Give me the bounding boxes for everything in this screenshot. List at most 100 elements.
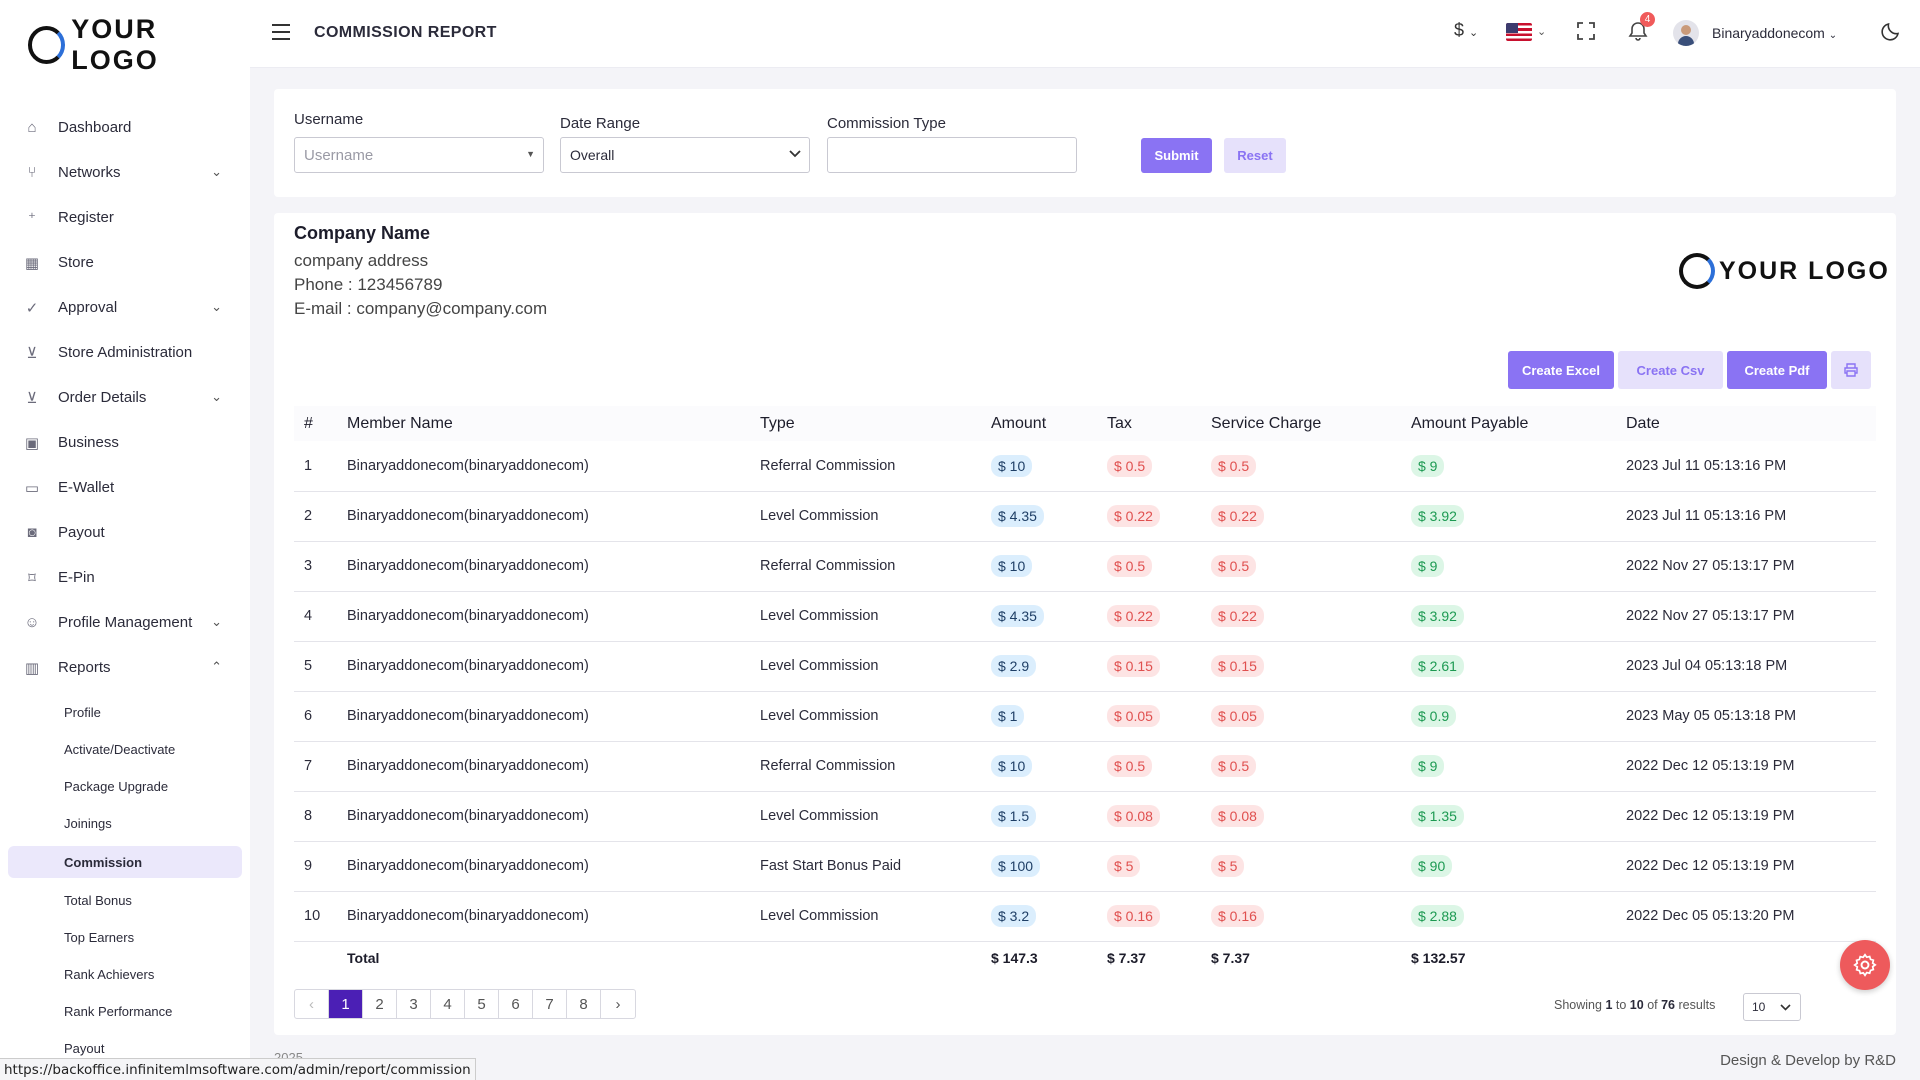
- submenu-item-package-upgrade[interactable]: Package Upgrade: [64, 779, 169, 794]
- print-button[interactable]: [1831, 351, 1871, 389]
- fullscreen-icon[interactable]: [1577, 22, 1595, 40]
- service-charge: $ 0.15: [1201, 641, 1401, 692]
- sidebar-item-register[interactable]: ⁺ Register: [0, 195, 250, 240]
- sidebar-item-store[interactable]: ▦ Store: [0, 240, 250, 285]
- tax: $ 0.16: [1097, 891, 1201, 942]
- submenu-item-rank-achievers[interactable]: Rank Achievers: [64, 967, 155, 982]
- column-header-amount: Amount: [981, 406, 1097, 441]
- sidebar: YOUR LOGO ⌂ Dashboard ⑂ Networks ⌄ ⁺ Register ▦…: [0, 0, 250, 1080]
- submenu-item-rank-performance[interactable]: Rank Performance: [64, 1004, 173, 1019]
- submenu-item-top-earners[interactable]: Top Earners: [64, 930, 135, 945]
- reports-submenu: Profile Activate/Deactivate Package Upgrad…: [0, 690, 250, 1067]
- user-check-icon: ✓: [25, 299, 39, 317]
- date: 2022 Dec 12 05:13:19 PM: [1616, 741, 1876, 792]
- pagination-page-6[interactable]: 6: [499, 990, 533, 1018]
- sidebar-item-profile-management[interactable]: ☺ Profile Management ⌄: [0, 600, 250, 645]
- pagination-page-5[interactable]: 5: [465, 990, 499, 1018]
- pin-icon: ⌑: [28, 569, 36, 587]
- cart-outline-icon: ⊻: [26, 389, 38, 407]
- reset-button[interactable]: Reset: [1224, 138, 1286, 173]
- logo[interactable]: YOUR LOGO: [28, 14, 250, 76]
- service-charge-pill: $ 5: [1211, 855, 1245, 877]
- column-header-index: #: [294, 406, 337, 441]
- table-row: 1 Binaryaddonecom(binaryaddonecom) Referra…: [294, 441, 1876, 492]
- date-range-select[interactable]: Overall: [560, 137, 810, 173]
- create-pdf-button[interactable]: Create Pdf: [1727, 351, 1827, 389]
- sidebar-item-dashboard[interactable]: ⌂ Dashboard: [0, 105, 250, 150]
- submenu-item-joinings[interactable]: Joinings: [64, 816, 112, 831]
- settings-fab-button[interactable]: [1840, 940, 1890, 990]
- total-empty: [750, 941, 981, 975]
- tax-pill: $ 5: [1107, 855, 1141, 877]
- table-row: 6 Binaryaddonecom(binaryaddonecom) Level C…: [294, 691, 1876, 742]
- amount: $ 4.35: [981, 591, 1097, 642]
- company-name: Company Name: [294, 223, 431, 243]
- amount-payable-pill: $ 1.35: [1411, 805, 1464, 827]
- sidebar-item-business[interactable]: ▣ Business: [0, 420, 250, 465]
- us-flag-icon[interactable]: [1506, 23, 1532, 41]
- username-input[interactable]: Username ▼: [294, 137, 544, 173]
- row-index: 7: [294, 741, 337, 792]
- commission-type-label: Commission Type: [827, 115, 946, 132]
- chevron-down-icon: ⌄: [211, 299, 222, 314]
- service-charge-pill: $ 0.15: [1211, 655, 1264, 677]
- submenu-item-total-bonus[interactable]: Total Bonus: [64, 893, 132, 908]
- submenu-item-activate-deactivate[interactable]: Activate/Deactivate: [64, 742, 176, 757]
- submenu-item-commission[interactable]: Commission: [8, 846, 242, 878]
- submenu-item-payout[interactable]: Payout: [64, 1041, 105, 1056]
- pagination-page-1[interactable]: 1: [329, 990, 363, 1018]
- pagination-page-4[interactable]: 4: [431, 990, 465, 1018]
- showing-prefix: Showing: [1554, 998, 1602, 1012]
- service-charge-pill: $ 0.5: [1211, 755, 1257, 777]
- avatar[interactable]: [1673, 20, 1699, 46]
- submenu-item-profile[interactable]: Profile: [64, 705, 101, 720]
- amount-pill: $ 4.35: [991, 505, 1044, 527]
- amount: $ 10: [981, 541, 1097, 592]
- service-charge: $ 5: [1201, 841, 1401, 892]
- total-service-charge: $ 7.37: [1211, 950, 1250, 967]
- amount-payable-pill: $ 90: [1411, 855, 1453, 877]
- create-csv-button[interactable]: Create Csv: [1618, 351, 1723, 389]
- pagination-prev-button[interactable]: ‹: [295, 990, 329, 1018]
- currency-selector[interactable]: $ ⌄: [1454, 20, 1478, 41]
- service-charge-pill: $ 0.05: [1211, 705, 1264, 727]
- per-page-select[interactable]: 10: [1743, 993, 1801, 1021]
- pagination: ‹ 1 2 3 4 5 6 7 8 ›: [294, 989, 636, 1019]
- sidebar-item-label: E-Pin: [58, 569, 95, 586]
- pagination-page-7[interactable]: 7: [533, 990, 567, 1018]
- showing-results-text: Showing 1 to 10 of 76 results: [1554, 998, 1715, 1012]
- pagination-page-2[interactable]: 2: [363, 990, 397, 1018]
- pagination-page-8[interactable]: 8: [567, 990, 601, 1018]
- sidebar-item-e-wallet[interactable]: ▭ E-Wallet: [0, 465, 250, 510]
- service-charge-pill: $ 0.16: [1211, 905, 1264, 927]
- commission-type-input[interactable]: [827, 137, 1077, 173]
- sidebar-item-store-administration[interactable]: ⊻ Store Administration: [0, 330, 250, 375]
- row-index: 5: [294, 641, 337, 692]
- submit-button[interactable]: Submit: [1141, 138, 1212, 173]
- amount-payable-pill: $ 0.9: [1411, 705, 1457, 727]
- sidebar-item-reports[interactable]: ▥ Reports ⌃: [0, 645, 250, 690]
- hamburger-menu-icon[interactable]: [272, 24, 290, 45]
- dark-mode-moon-icon[interactable]: [1880, 20, 1902, 42]
- sidebar-item-approval[interactable]: ✓ Approval ⌄: [0, 285, 250, 330]
- user-menu[interactable]: Binaryaddonecom ⌄: [1712, 25, 1837, 41]
- amount: $ 1: [981, 691, 1097, 742]
- pagination-next-button[interactable]: ›: [615, 995, 621, 1013]
- sidebar-item-label: Order Details: [58, 389, 147, 406]
- tax-pill: $ 0.22: [1107, 505, 1160, 527]
- sidebar-item-e-pin[interactable]: ⌑ E-Pin: [0, 555, 250, 600]
- wallet-icon: ▭: [24, 479, 40, 497]
- column-header-tax: Tax: [1097, 406, 1201, 441]
- tax: $ 0.08: [1097, 791, 1201, 842]
- pagination-page-3[interactable]: 3: [397, 990, 431, 1018]
- sidebar-item-payout[interactable]: ◙ Payout: [0, 510, 250, 555]
- chevron-down-icon[interactable]: ⌄: [1537, 26, 1547, 38]
- commission-type: Referral Commission: [750, 741, 981, 792]
- column-header-type: Type: [750, 406, 981, 441]
- sidebar-item-order-details[interactable]: ⊻ Order Details ⌄: [0, 375, 250, 420]
- user-plus-icon: ⁺: [28, 209, 36, 227]
- tax-pill: $ 0.15: [1107, 655, 1160, 677]
- create-excel-button[interactable]: Create Excel: [1508, 351, 1614, 389]
- sidebar-item-networks[interactable]: ⑂ Networks ⌄: [0, 150, 250, 195]
- user-icon: ☺: [24, 614, 40, 631]
